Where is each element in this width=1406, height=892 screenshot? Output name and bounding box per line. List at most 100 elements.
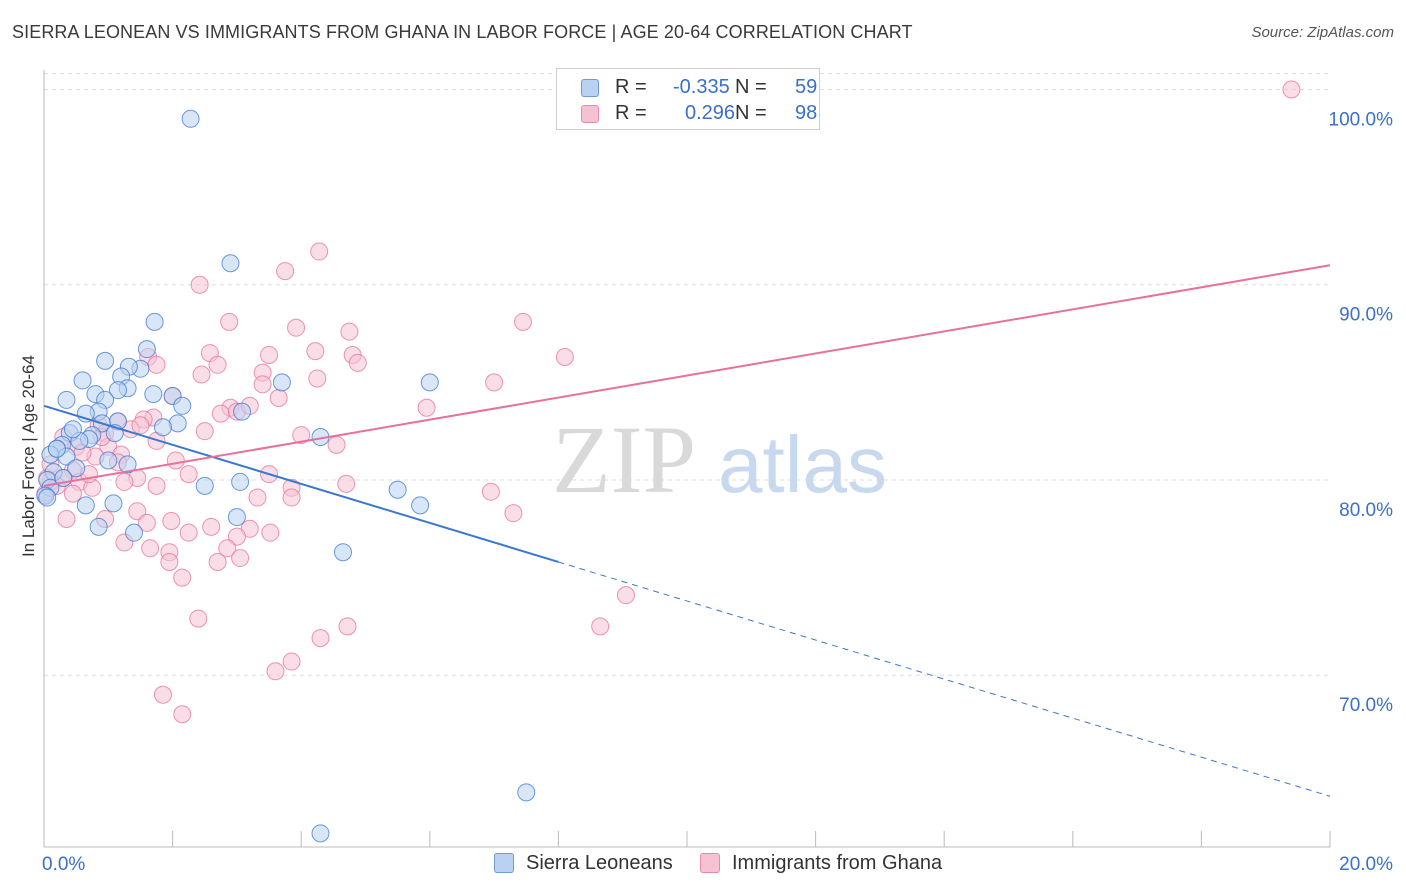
trend-line-sierra-leonean: [43, 404, 559, 563]
ghana-point: [131, 416, 150, 435]
ghana-point: [253, 375, 272, 394]
sierra-leonean-point: [173, 396, 192, 415]
ghana-point: [211, 404, 230, 423]
sierra-leonean-point: [411, 496, 430, 515]
ghana-point: [555, 347, 574, 366]
legend-n-label: N =: [735, 76, 767, 98]
ghana-point: [310, 242, 329, 261]
ghana-point: [147, 476, 166, 495]
sierra-leonean-point: [76, 496, 95, 515]
ghana-point: [147, 355, 166, 374]
sierra-leonean-point: [168, 414, 187, 433]
ghana-point: [220, 312, 239, 331]
trend-lines: [43, 264, 1331, 797]
ghana-point: [202, 517, 221, 536]
ghana-point: [348, 353, 367, 372]
ghana-point: [227, 527, 246, 546]
ghana-point: [248, 488, 267, 507]
sierra-leonean-point: [388, 480, 407, 499]
legend-n-value: 98: [795, 102, 818, 124]
ghana-point: [514, 312, 533, 331]
sierra-leonean-point: [104, 494, 123, 513]
legend-n-label: N =: [735, 102, 767, 124]
ghana-point: [63, 484, 82, 503]
sierra-leonean-point: [99, 451, 118, 470]
sierra-leonean-point: [233, 402, 252, 421]
ghana-point: [485, 373, 504, 392]
legend-label-sierra-leoneans: Sierra Leoneans: [526, 852, 673, 874]
series-sierra-leonean-points: [36, 109, 536, 843]
sierra-leonean-point: [73, 371, 92, 390]
ghana-point: [417, 398, 436, 417]
ghana-point: [287, 318, 306, 337]
ghana-point: [276, 262, 295, 281]
ghana-point: [192, 365, 211, 384]
ghana-point: [57, 510, 76, 529]
ghana-point: [616, 586, 635, 605]
y-tick-label: 100.0%: [1329, 110, 1394, 131]
chart-title: SIERRA LEONEAN VS IMMIGRANTS FROM GHANA …: [12, 22, 913, 42]
ghana-point: [153, 685, 172, 704]
ghana-point: [282, 488, 301, 507]
y-tick-label: 70.0%: [1339, 695, 1393, 716]
sierra-leonean-point: [227, 508, 246, 527]
sierra-leonean-point: [517, 783, 536, 802]
ghana-point: [306, 342, 325, 361]
ghana-point: [179, 523, 198, 542]
sierra-leonean-point: [57, 390, 76, 409]
ghana-point: [195, 422, 214, 441]
x-tick-label: 20.0%: [1339, 854, 1393, 875]
sierra-leonean-point: [181, 109, 200, 128]
y-axis-label: In Labor Force | Age 20-64: [19, 355, 38, 557]
legend-swatch-blue: [581, 79, 599, 97]
ghana-point: [327, 435, 346, 454]
sierra-leonean-point: [96, 351, 115, 370]
ghana-point: [141, 539, 160, 558]
legend-swatch-pink: [700, 853, 720, 873]
sierra-leonean-point: [221, 254, 240, 273]
ghana-point: [1282, 80, 1301, 99]
ghana-point: [338, 617, 357, 636]
ghana-point: [189, 609, 208, 628]
watermark-atlas: atlas: [718, 420, 887, 509]
ghana-point: [160, 552, 179, 571]
sierra-leonean-point: [108, 381, 127, 400]
ghana-point: [115, 472, 134, 491]
sierra-leonean-point: [272, 373, 291, 392]
tick-labels: 100.0% 90.0% 80.0% 70.0% 0.0% 20.0%: [42, 110, 1393, 875]
legend-label-ghana: Immigrants from Ghana: [732, 852, 943, 874]
ghana-point: [173, 568, 192, 587]
ghana-point: [308, 369, 327, 388]
sierra-leonean-point: [67, 459, 86, 478]
x-tick-label: 0.0%: [42, 854, 85, 875]
trend-line-sierra-leonean-extension: [558, 561, 1331, 797]
legend-swatch-blue: [494, 853, 514, 873]
ghana-point: [269, 388, 288, 407]
trend-line-ghana: [43, 264, 1331, 487]
ghana-point: [311, 629, 330, 648]
legend-r-value: -0.335: [673, 76, 730, 98]
ghana-point: [173, 705, 192, 724]
ghana-point: [179, 465, 198, 484]
ghana-point: [162, 511, 181, 530]
sierra-leonean-point: [89, 517, 108, 536]
series-ghana-points: [36, 80, 1301, 724]
sierra-leonean-point: [333, 543, 352, 562]
ghana-point: [231, 549, 250, 568]
ghana-point: [166, 451, 185, 470]
sierra-leonean-point: [118, 455, 137, 474]
ghana-point: [504, 504, 523, 523]
ghana-point: [128, 502, 147, 521]
sierra-leonean-point: [311, 824, 330, 843]
sierra-leonean-point: [144, 385, 163, 404]
ghana-point: [340, 322, 359, 341]
legend-r-value: 0.296: [685, 102, 736, 124]
sierra-leonean-point: [420, 373, 439, 392]
sierra-leonean-point: [153, 418, 172, 437]
source-credit: Source: ZipAtlas.com: [1251, 24, 1394, 41]
watermark: ZIP atlas: [552, 406, 887, 513]
sierra-leonean-point: [137, 340, 156, 359]
sierra-leonean-point: [195, 476, 214, 495]
ghana-point: [190, 275, 209, 294]
ghana-point: [292, 426, 311, 445]
